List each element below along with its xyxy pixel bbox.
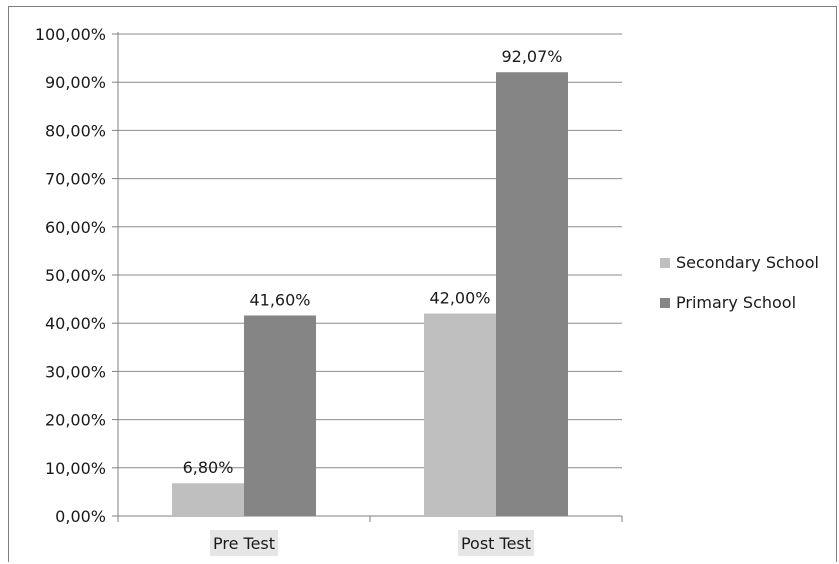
x-category-label: Post Test bbox=[461, 534, 531, 553]
y-tick-label: 80,00% bbox=[45, 121, 106, 140]
legend-label: Secondary School bbox=[676, 253, 819, 272]
legend-swatch bbox=[660, 258, 670, 268]
data-label: 41,60% bbox=[249, 290, 310, 309]
y-tick-label: 30,00% bbox=[45, 362, 106, 381]
y-tick-label: 10,00% bbox=[45, 459, 106, 478]
bar bbox=[496, 72, 568, 517]
x-category-label: Pre Test bbox=[213, 534, 275, 553]
category-label-background bbox=[209, 530, 279, 556]
legend-label: Primary School bbox=[676, 293, 796, 312]
y-tick-label: 100,00% bbox=[35, 25, 106, 44]
bar bbox=[424, 313, 496, 516]
data-label: 42,00% bbox=[429, 289, 490, 308]
y-tick-label: 0,00% bbox=[55, 507, 106, 526]
data-label: 92,07% bbox=[501, 47, 562, 66]
y-tick-label: 70,00% bbox=[45, 170, 106, 189]
category-label-background bbox=[457, 530, 535, 556]
y-tick-label: 40,00% bbox=[45, 314, 106, 333]
y-tick-label: 50,00% bbox=[45, 266, 106, 285]
bar bbox=[244, 315, 316, 516]
y-tick-label: 20,00% bbox=[45, 411, 106, 430]
chart-frame bbox=[8, 6, 837, 562]
y-tick-label: 90,00% bbox=[45, 73, 106, 92]
data-label: 6,80% bbox=[183, 458, 234, 477]
legend-swatch bbox=[660, 298, 670, 308]
bar bbox=[172, 483, 244, 516]
y-tick-label: 60,00% bbox=[45, 218, 106, 237]
